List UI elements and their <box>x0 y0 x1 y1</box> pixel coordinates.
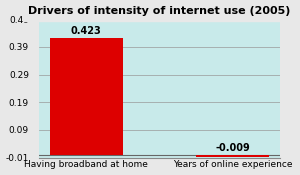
Bar <box>196 155 269 157</box>
Text: -0.009: -0.009 <box>215 143 250 153</box>
Text: 0.423: 0.423 <box>71 26 102 36</box>
Bar <box>50 38 123 155</box>
Title: Drivers of intensity of internet use (2005): Drivers of intensity of internet use (20… <box>28 6 291 16</box>
